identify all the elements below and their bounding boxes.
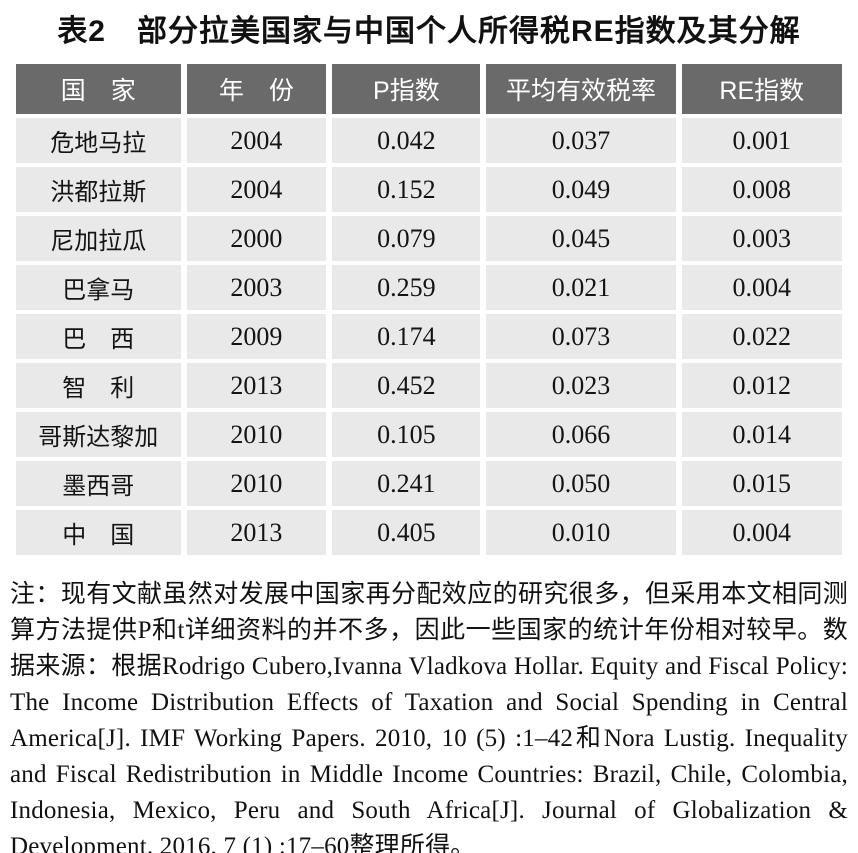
cell-country: 尼加拉瓜 [16,216,181,261]
col-header-year: 年 份 [186,64,327,114]
cell-country: 墨西哥 [16,461,181,506]
cell-re-index: 0.022 [681,314,842,359]
cell-re-index: 0.015 [681,461,842,506]
table-row: 危地马拉 2004 0.042 0.037 0.001 [16,118,842,163]
cell-avg-tax-rate: 0.049 [486,167,676,212]
re-index-table: 国 家 年 份 P指数 平均有效税率 RE指数 危地马拉 2004 0.042 0.0… [10,60,848,559]
col-header-re-index: RE指数 [681,64,842,114]
table-row: 智 利 2013 0.452 0.023 0.012 [16,363,842,408]
cell-p-index: 0.241 [332,461,481,506]
cell-country: 哥斯达黎加 [16,412,181,457]
cell-year: 2010 [186,461,327,506]
table-row: 哥斯达黎加 2010 0.105 0.066 0.014 [16,412,842,457]
cell-p-index: 0.259 [332,265,481,310]
cell-year: 2013 [186,510,327,555]
col-header-avg-tax-rate: 平均有效税率 [486,64,676,114]
cell-re-index: 0.008 [681,167,842,212]
cell-country: 中 国 [16,510,181,555]
table-row: 巴拿马 2003 0.259 0.021 0.004 [16,265,842,310]
cell-p-index: 0.452 [332,363,481,408]
table-row: 中 国 2013 0.405 0.010 0.004 [16,510,842,555]
table-row: 巴 西 2009 0.174 0.073 0.022 [16,314,842,359]
cell-year: 2004 [186,118,327,163]
cell-year: 2003 [186,265,327,310]
col-header-country: 国 家 [16,64,181,114]
cell-year: 2000 [186,216,327,261]
table-header-row: 国 家 年 份 P指数 平均有效税率 RE指数 [16,64,842,114]
cell-year: 2013 [186,363,327,408]
cell-avg-tax-rate: 0.050 [486,461,676,506]
cell-avg-tax-rate: 0.021 [486,265,676,310]
cell-avg-tax-rate: 0.023 [486,363,676,408]
cell-p-index: 0.105 [332,412,481,457]
cell-country: 洪都拉斯 [16,167,181,212]
cell-country: 危地马拉 [16,118,181,163]
cell-avg-tax-rate: 0.066 [486,412,676,457]
cell-re-index: 0.004 [681,510,842,555]
table-note: 注：现有文献虽然对发展中国家再分配效应的研究很多，但采用本文相同测算方法提供P和… [10,581,848,853]
cell-re-index: 0.004 [681,265,842,310]
table-row: 尼加拉瓜 2000 0.079 0.045 0.003 [16,216,842,261]
cell-country: 巴拿马 [16,265,181,310]
cell-re-index: 0.001 [681,118,842,163]
cell-year: 2009 [186,314,327,359]
cell-avg-tax-rate: 0.037 [486,118,676,163]
table-row: 墨西哥 2010 0.241 0.050 0.015 [16,461,842,506]
cell-p-index: 0.405 [332,510,481,555]
table-title: 表2 部分拉美国家与中国个人所得税RE指数及其分解 [57,15,801,48]
cell-re-index: 0.003 [681,216,842,261]
cell-p-index: 0.174 [332,314,481,359]
cell-re-index: 0.012 [681,363,842,408]
cell-p-index: 0.042 [332,118,481,163]
col-header-p-index: P指数 [332,64,481,114]
cell-country: 巴 西 [16,314,181,359]
cell-country: 智 利 [16,363,181,408]
cell-p-index: 0.079 [332,216,481,261]
cell-year: 2004 [186,167,327,212]
table-row: 洪都拉斯 2004 0.152 0.049 0.008 [16,167,842,212]
cell-re-index: 0.014 [681,412,842,457]
cell-avg-tax-rate: 0.045 [486,216,676,261]
cell-year: 2010 [186,412,327,457]
cell-avg-tax-rate: 0.010 [486,510,676,555]
cell-p-index: 0.152 [332,167,481,212]
cell-avg-tax-rate: 0.073 [486,314,676,359]
